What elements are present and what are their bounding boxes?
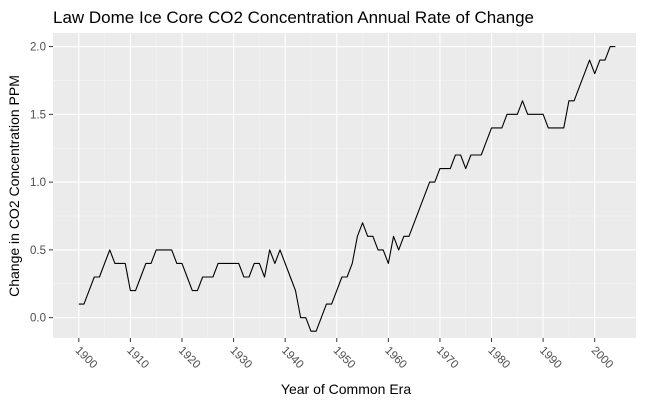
x-tick-label: 1920	[176, 345, 203, 372]
chart-title: Law Dome Ice Core CO2 Concentration Annu…	[53, 8, 534, 27]
x-tick-label: 1990	[537, 345, 564, 372]
x-tick-label: 1950	[331, 345, 358, 372]
series-line	[78, 46, 616, 332]
y-tick-label: 1.0	[30, 177, 46, 189]
x-tick-label: 1910	[124, 345, 151, 372]
y-tick-label: 1.5	[30, 109, 46, 121]
x-tick-label: 2000	[589, 345, 616, 372]
x-axis: 1900 1910 1920 1930 1940 1950 1960 1970 1980 1990…	[73, 338, 616, 372]
y-axis: 0.0 0.5 1.0 1.5 2.0	[30, 42, 53, 325]
y-tick-label: 0.0	[30, 313, 46, 325]
grid-lines	[53, 33, 636, 338]
x-tick-label: 1960	[382, 345, 409, 372]
x-tick-label: 1900	[73, 345, 100, 372]
x-tick-label: 1940	[279, 345, 306, 372]
x-tick-label: 1930	[227, 345, 254, 372]
y-tick-label: 0.5	[30, 245, 46, 257]
x-tick-label: 1980	[485, 345, 512, 372]
x-axis-title: Year of Common Era	[281, 381, 411, 397]
plot-panel	[53, 33, 636, 338]
y-tick-label: 2.0	[30, 42, 46, 54]
x-tick-label: 1970	[434, 345, 461, 372]
y-axis-title: Change in CO2 Concentration PPM	[6, 75, 22, 297]
